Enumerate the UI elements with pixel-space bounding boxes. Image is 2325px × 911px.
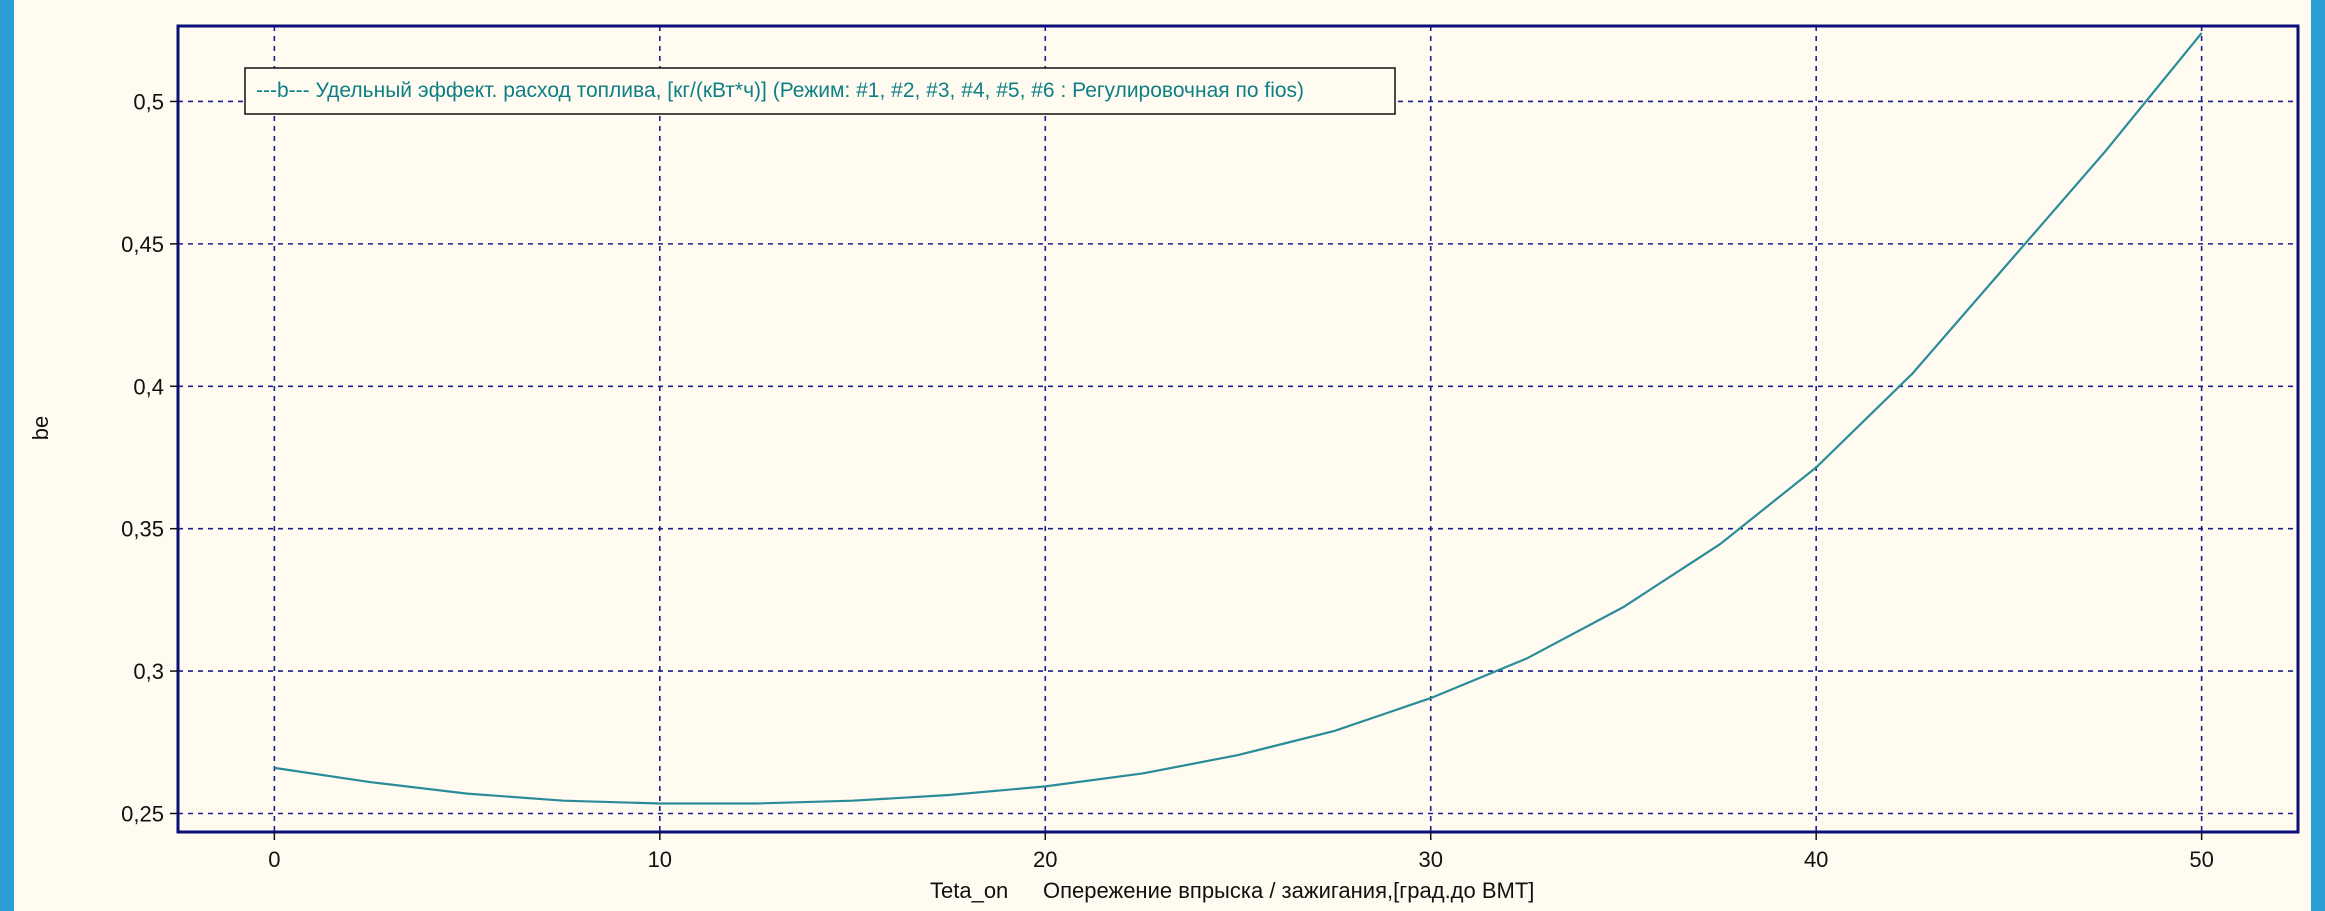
plot-background [178,26,2298,832]
y-axis-label: be [28,416,53,440]
grid-lines [178,26,2298,832]
y-tick-label-1: 0,3 [133,659,164,684]
legend-frame [244,67,1396,115]
y-tick-label-4: 0,45 [121,232,164,257]
x-tick-label-3: 30 [1418,847,1442,872]
series-layer [274,32,2203,805]
x-tick-label-1: 10 [648,847,672,872]
x-axis-variable-label: Teta_on [930,878,1008,903]
y-tick-label-2: 0,35 [121,517,164,542]
x-tick-label-4: 40 [1804,847,1828,872]
series-line-be [274,32,2203,805]
x-tick-label-2: 20 [1033,847,1057,872]
legend-entry: ---b--- Удельный эффект. расход топлива,… [256,79,1304,102]
decorative-border [2311,0,2325,911]
x-tick-label-0: 0 [268,847,280,872]
x-tick-label-5: 50 [2189,847,2213,872]
y-tick-label-3: 0,4 [133,374,164,399]
plot-area [178,26,2298,832]
plot-border [176,24,2300,834]
y-tick-label-5: 0,5 [133,89,164,114]
x-axis-label: Опережение впрыска / зажигания,[град.до … [1043,878,1534,903]
y-axis-ticks: 0,25 0,3 0,35 0,4 0,45 0,5 [121,89,178,826]
plot-frame [176,24,2300,834]
legend-box: ---b--- Удельный эффект. расход топлива,… [244,67,1396,115]
y-tick-label-0: 0,25 [121,801,164,826]
x-axis-ticks: 0 10 20 30 40 50 [268,832,2214,872]
